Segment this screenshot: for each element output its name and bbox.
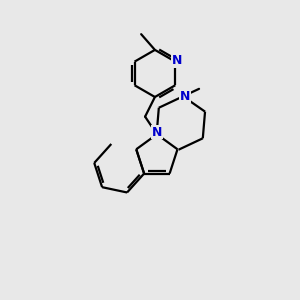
Text: N: N	[180, 90, 190, 103]
Text: N: N	[172, 54, 182, 67]
Text: N: N	[152, 126, 162, 139]
